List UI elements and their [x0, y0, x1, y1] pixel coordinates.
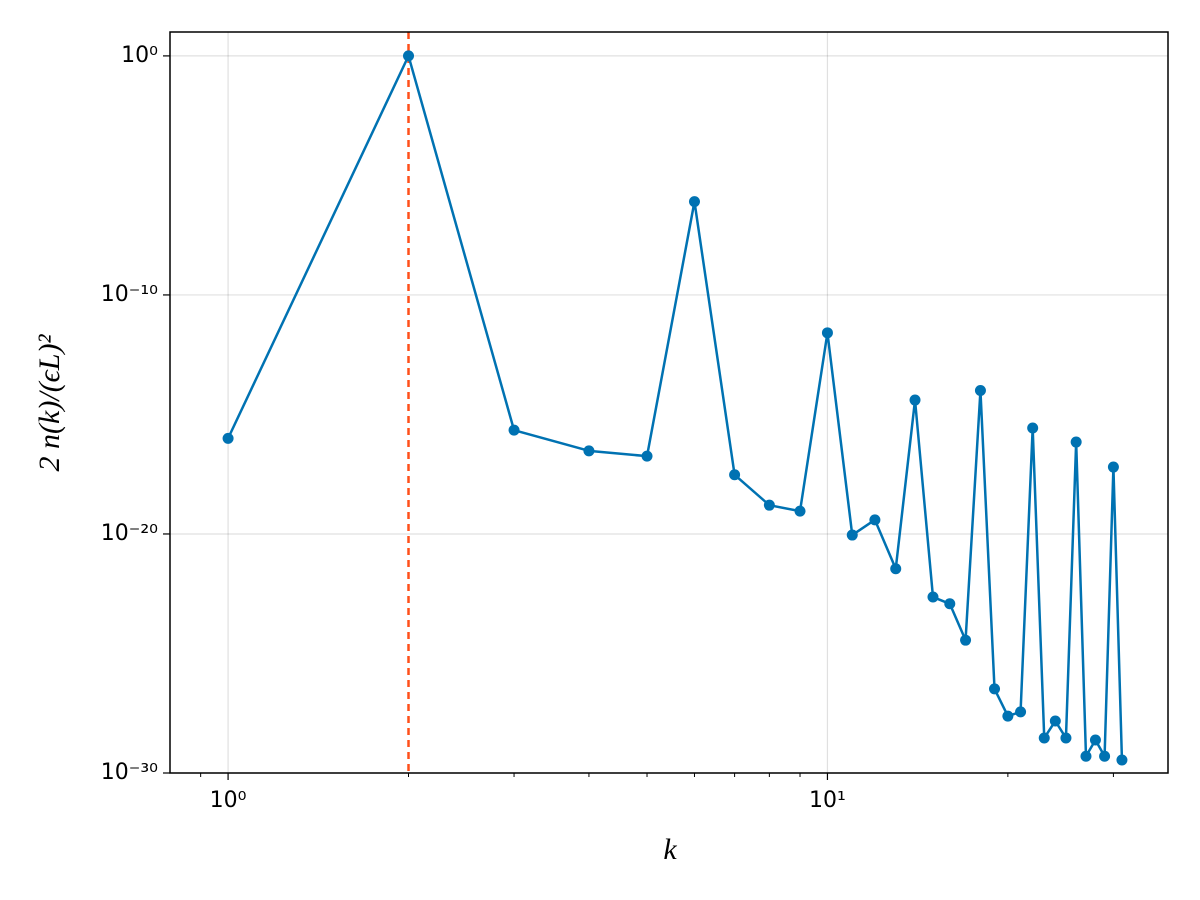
- y-tick-label: 10⁻²⁰: [101, 521, 158, 546]
- data-point: [583, 445, 595, 457]
- data-point: [909, 394, 921, 406]
- data-point: [974, 385, 986, 397]
- x-tick-label: 10¹: [809, 788, 846, 813]
- data-point: [688, 196, 700, 208]
- x-axis-label: k: [663, 833, 677, 866]
- data-point: [1099, 750, 1111, 762]
- data-point: [1038, 732, 1050, 744]
- data-point: [222, 432, 234, 444]
- data-point: [1107, 461, 1119, 473]
- data-point: [1027, 422, 1039, 434]
- data-point: [403, 50, 415, 62]
- y-tick-label: 10⁻¹⁰: [101, 282, 158, 307]
- data-point: [960, 634, 972, 646]
- x-tick-label: 10⁰: [210, 788, 247, 813]
- data-point: [927, 591, 939, 603]
- data-point: [944, 598, 956, 610]
- data-point: [1002, 710, 1014, 722]
- data-point: [641, 450, 653, 462]
- data-point: [869, 514, 881, 526]
- data-point: [1049, 715, 1061, 727]
- y-tick-label: 10⁰: [121, 43, 158, 68]
- data-point: [890, 563, 902, 575]
- data-point: [846, 529, 858, 541]
- data-point: [508, 424, 520, 436]
- y-axis-label: 2 n(k)/(ϵL)²: [33, 334, 66, 472]
- data-point: [1089, 734, 1101, 746]
- data-point: [794, 505, 806, 517]
- data-point: [1015, 706, 1027, 718]
- data-point: [1116, 754, 1128, 766]
- y-tick-label: 10⁻³⁰: [101, 760, 158, 785]
- data-point: [1080, 750, 1092, 762]
- data-point: [821, 327, 833, 339]
- data-point: [1070, 436, 1082, 448]
- data-point: [989, 683, 1001, 695]
- data-point: [763, 499, 775, 511]
- data-point: [729, 469, 741, 481]
- plot-frame: [169, 31, 1169, 774]
- data-point: [1060, 732, 1072, 744]
